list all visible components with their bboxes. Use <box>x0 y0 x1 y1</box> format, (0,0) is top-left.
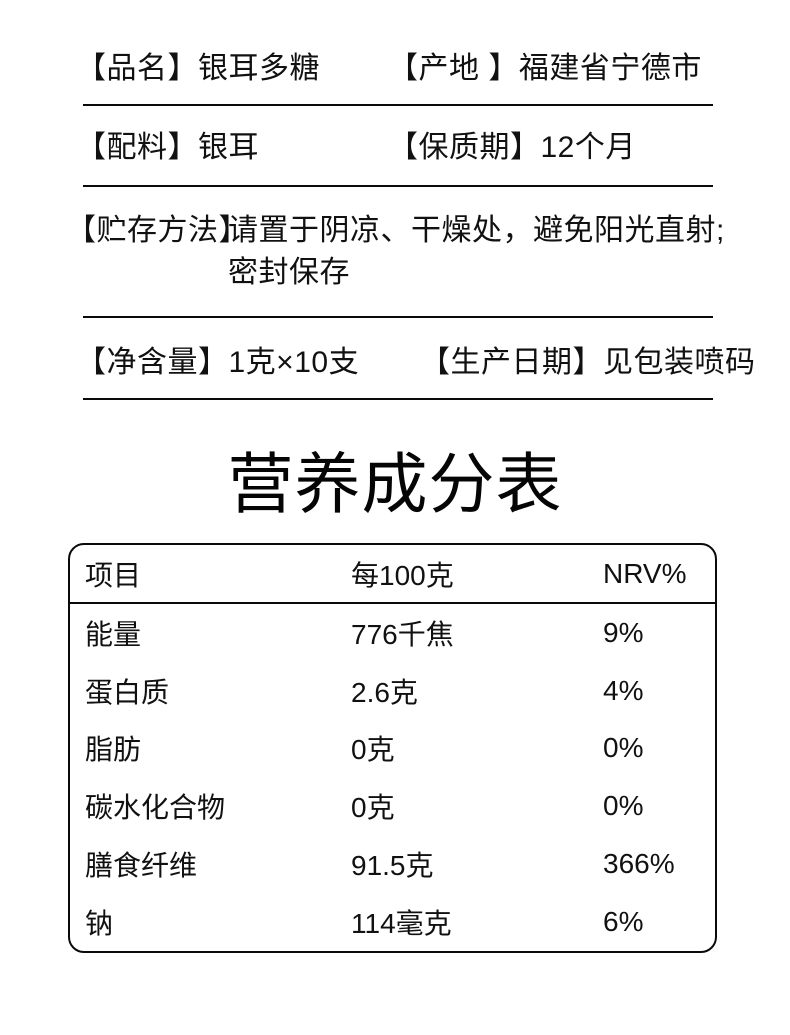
cell-item: 碳水化合物 <box>85 792 226 824</box>
nutrition-title: 营养成分表 <box>227 446 563 523</box>
cell-item: 蛋白质 <box>85 676 170 708</box>
cell-item: 膳食纤维 <box>85 850 198 882</box>
ingredients-field: 【配料】银耳 <box>76 131 259 164</box>
cell-per-100g: 114毫克 <box>351 907 452 939</box>
cell-nrv: 9% <box>603 616 644 648</box>
origin-field: 【产地 】福建省宁德市 <box>388 52 702 85</box>
cell-per-100g: 0克 <box>351 734 395 766</box>
table-row-fat: 脂肪 0克 0% <box>70 720 715 778</box>
cell-per-100g: 0克 <box>351 792 395 824</box>
table-row-carbohydrate: 碳水化合物 0克 0% <box>70 777 715 835</box>
cell-item: 钠 <box>85 907 114 939</box>
storage-method-line1: 请置于阴凉、干燥处，避免阳光直射; <box>228 214 725 247</box>
shelf-life-field: 【保质期】12个月 <box>388 131 636 164</box>
product-name-field: 【品名】银耳多糖 <box>76 52 320 85</box>
cell-nrv: 366% <box>603 848 675 880</box>
storage-method-text: 请置于阴凉、干燥处，避免阳光直射; 密封保存 <box>228 210 725 294</box>
nutrition-table: 项目 每100克 NRV% 能量 776千焦 9% 蛋白质 2.6克 4% 脂肪… <box>68 543 717 953</box>
section-divider <box>83 104 713 106</box>
cell-nrv: 0% <box>603 790 644 822</box>
table-row-energy: 能量 776千焦 9% <box>70 604 715 662</box>
production-date-field: 【生产日期】见包装喷码 <box>420 346 756 379</box>
section-divider <box>83 316 713 318</box>
header-item: 项目 <box>85 559 142 591</box>
cell-per-100g: 2.6克 <box>351 676 418 708</box>
cell-per-100g: 776千焦 <box>351 618 454 650</box>
header-nrv: NRV% <box>603 557 687 589</box>
table-row-dietary-fiber: 膳食纤维 91.5克 366% <box>70 835 715 893</box>
table-row-protein: 蛋白质 2.6克 4% <box>70 662 715 720</box>
storage-method-line2: 密封保存 <box>228 256 350 289</box>
cell-nrv: 0% <box>603 732 644 764</box>
table-row-sodium: 钠 114毫克 6% <box>70 893 715 951</box>
cell-nrv: 6% <box>603 905 644 937</box>
cell-item: 脂肪 <box>85 734 142 766</box>
section-divider <box>83 398 713 400</box>
cell-item: 能量 <box>85 618 142 650</box>
header-per-100g: 每100克 <box>351 559 454 591</box>
table-header-row: 项目 每100克 NRV% <box>70 545 715 604</box>
section-divider <box>83 185 713 187</box>
storage-method-label: 【贮存方法】 <box>66 214 249 247</box>
cell-per-100g: 91.5克 <box>351 850 434 882</box>
net-content-field: 【净含量】1克×10支 <box>76 346 360 379</box>
cell-nrv: 4% <box>603 674 644 706</box>
